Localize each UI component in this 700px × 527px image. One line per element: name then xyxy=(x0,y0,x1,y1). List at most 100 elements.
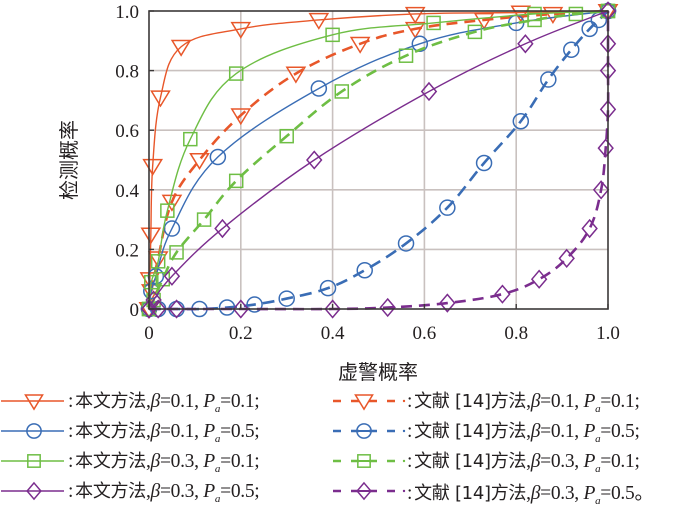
series-7 xyxy=(140,1,617,319)
legend-label-part: = xyxy=(600,482,611,504)
legend-label-part: , xyxy=(145,481,151,502)
legend-label-part: , xyxy=(574,421,584,442)
legend-label-part: , xyxy=(145,421,151,442)
legend-item: : 本文方法,β=0.1, Pa=0.5; xyxy=(0,416,260,446)
diamond-marker-shape xyxy=(26,481,42,501)
legend-label-part: P xyxy=(203,391,215,412)
legend-item: : 本文方法,β=0.3, Pa=0.1; xyxy=(0,446,260,476)
legend-swatch xyxy=(1,394,64,411)
legend-label-part: 本文方法 xyxy=(75,481,146,502)
legend-label: : 文献 [14]方法,β=0.1, Pa=0.5; xyxy=(407,417,640,445)
data-point xyxy=(398,48,414,63)
diamond-marker-shape xyxy=(494,284,511,304)
circle-marker-shape xyxy=(319,279,337,297)
legend-label-part: , xyxy=(194,391,204,412)
y-tick-label: 0.8 xyxy=(115,62,139,83)
legend-label-part: ; xyxy=(634,391,640,412)
legend-label-part: a xyxy=(214,433,221,445)
legend-label-part: β xyxy=(530,451,541,472)
triangle-marker-shape xyxy=(308,12,330,30)
circle-marker-shape xyxy=(209,148,227,166)
triangle-marker-shape xyxy=(161,194,183,212)
data-point xyxy=(168,299,185,319)
data-point xyxy=(230,21,252,39)
circle-marker-shape xyxy=(563,41,580,58)
series-4 xyxy=(141,3,616,317)
circle-marker-shape xyxy=(26,423,42,439)
data-point xyxy=(147,251,169,269)
legend-label-part: a xyxy=(214,403,221,415)
legend-label-part: 文献 [14]方法 xyxy=(414,391,527,412)
legend-label-part: a xyxy=(214,463,221,475)
triangle-marker-shape xyxy=(404,21,426,39)
y-tick-label: 0 xyxy=(130,300,140,321)
legend-label-part: 本文方法 xyxy=(75,391,146,412)
data-point xyxy=(228,66,244,81)
data-point xyxy=(170,39,192,57)
triangle-marker-shape xyxy=(354,394,374,411)
legend-label-part: 文献 [14]方法 xyxy=(414,482,527,504)
data-point xyxy=(517,34,534,54)
data-point xyxy=(563,41,580,58)
legend-label-part: , xyxy=(526,451,531,472)
x-tick-label: 0.8 xyxy=(504,323,528,344)
legend-swatch xyxy=(1,481,64,501)
legend-label-part: : xyxy=(68,451,74,472)
legend-label-part: P xyxy=(203,451,215,472)
square-marker-shape xyxy=(183,131,198,147)
circle-marker-shape xyxy=(163,220,181,237)
legend-label-part: ; xyxy=(634,451,640,472)
diamond-marker-shape xyxy=(530,269,548,289)
data-point xyxy=(169,245,184,260)
circle-marker-shape xyxy=(411,35,429,53)
legend-label-part: a xyxy=(595,494,601,507)
series-5 xyxy=(141,3,616,317)
legend-label-part: P xyxy=(583,482,596,504)
legend-item: : 文献 [14]方法,β=0.1, Pa=0.5; xyxy=(332,416,640,446)
legend-item: : 本文方法,β=0.1, Pa=0.1; xyxy=(0,386,260,416)
square-marker-shape xyxy=(150,254,166,269)
legend-swatch xyxy=(1,423,64,439)
diamond-marker-shape xyxy=(379,297,396,318)
legend-label-part: , xyxy=(194,481,204,502)
data-point xyxy=(196,212,212,227)
square-marker-shape xyxy=(169,245,184,260)
marker-square xyxy=(27,454,41,468)
data-point xyxy=(324,299,341,319)
legend-item: : 文献 [14]方法,β=0.3, Pa=0.5。 xyxy=(332,476,654,507)
data-point xyxy=(189,152,210,170)
plot-frame xyxy=(148,10,609,310)
data-point xyxy=(510,5,532,23)
legend-swatch xyxy=(333,394,406,411)
legend-label-part: β xyxy=(530,482,541,504)
legend-label-part: β xyxy=(150,451,161,472)
circle-marker-shape xyxy=(278,290,295,307)
data-point xyxy=(142,158,164,176)
data-point xyxy=(404,21,426,39)
legend-label-part: ; xyxy=(254,481,260,502)
legend-label-part: 0.1 xyxy=(230,391,255,412)
data-point xyxy=(230,108,252,126)
data-point xyxy=(163,266,181,286)
data-point xyxy=(530,269,548,289)
legend-label-part: : xyxy=(407,421,413,442)
series-layer xyxy=(138,1,619,319)
legend-label-part: 0.1 xyxy=(610,391,635,412)
triangle-marker-shape xyxy=(147,251,169,269)
data-point xyxy=(426,15,441,31)
legend-label-part: = xyxy=(540,421,551,442)
x-tick-label: 1.0 xyxy=(596,323,620,344)
circle-marker-shape xyxy=(356,262,373,279)
legend-label-part: , xyxy=(145,451,151,472)
legend-label-part: 0.5 xyxy=(230,421,255,442)
x-tick-label: 0.4 xyxy=(321,323,345,344)
data-point xyxy=(356,262,373,279)
diamond-marker-shape xyxy=(558,248,575,268)
diamond-marker-shape xyxy=(420,81,438,102)
legend-label-part: 0.1 xyxy=(550,391,575,412)
legend-label: : 文献 [14]方法,β=0.3, Pa=0.5。 xyxy=(407,476,654,507)
y-tick-label: 0.2 xyxy=(115,240,139,261)
series-line xyxy=(149,10,609,311)
legend-label-part: 0.3 xyxy=(170,451,195,472)
marker-triangle-down xyxy=(24,394,44,411)
